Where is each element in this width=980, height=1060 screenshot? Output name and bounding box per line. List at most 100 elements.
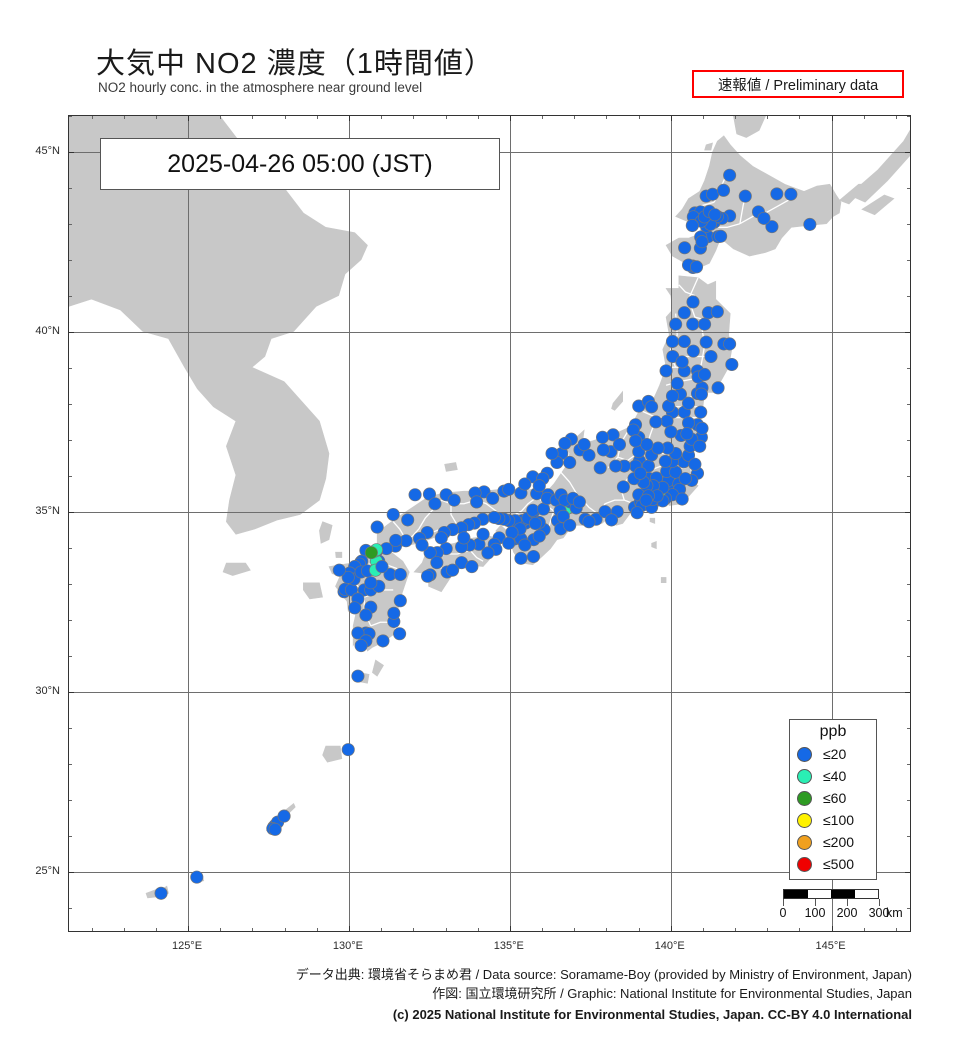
axis-tick [638,116,640,119]
scale-bar-label-200: 200 [836,906,858,920]
legend-rows: ≤20 ≤40 ≤60 ≤100 ≤200 ≤500 [790,743,876,875]
axis-tick [69,835,72,837]
axis-tick [69,296,72,297]
axis-tick [907,116,910,117]
scale-bar-tick-1 [815,899,816,906]
axis-tick [907,835,910,837]
y-axis-label-25: 25°N [35,864,60,877]
legend-swatch-icon [797,768,812,784]
axis-tick [509,116,511,121]
legend-swatch-icon [797,856,812,872]
legend-title: ppb [819,723,847,740]
axis-tick [69,403,72,405]
timestamp-box: 2025-04-26 05:00 (JST) [100,138,500,190]
axis-tick [381,928,383,931]
axis-tick [799,116,801,119]
legend-item-label: ≤500 [823,856,855,872]
axis-tick [252,928,254,931]
axis-tick [413,928,415,931]
axis-tick [907,224,910,225]
gridline-lon-140 [670,116,672,931]
preliminary-data-label: 速報値 / Preliminary data [717,77,879,94]
page-subtitle: NO2 hourly conc. in the atmosphere near … [98,80,423,95]
scale-bar-label-300: 300 [868,906,890,920]
axis-tick [445,928,447,931]
axis-tick [670,926,672,931]
axis-tick [413,116,415,119]
axis-tick [69,619,72,621]
x-axis-label-135: 135°E [493,940,524,952]
x-axis-label-130: 130°E [332,940,363,952]
legend-swatch-icon [797,834,812,850]
legend-swatch-icon [797,746,812,762]
axis-tick [767,928,769,931]
scale-bar-labels: 0 100 200 300 km [779,906,919,920]
axis-tick [477,928,479,931]
axis-tick [907,799,910,801]
axis-tick [220,116,222,119]
axis-tick [69,763,72,765]
axis-tick [735,116,736,119]
legend-item-200[interactable]: ≤200 [790,831,876,853]
axis-tick [907,296,910,297]
axis-tick [606,928,608,931]
axis-tick [895,116,897,119]
x-axis-label-145: 145°E [815,940,846,952]
legend-item-label: ≤100 [823,812,855,828]
axis-tick [69,691,74,693]
map-plot-area[interactable] [68,115,911,932]
scale-bar-unit: km [886,906,903,920]
scale-bar-segment-0 [784,890,808,898]
axis-tick [252,116,254,119]
axis-tick [381,116,383,119]
axis-tick [155,928,157,931]
axis-tick [542,116,543,119]
footer: データ出典: 環境省そらまめ君 / Data source: Soramame-… [0,965,980,1024]
scale-bar-segment-3 [854,890,878,898]
axis-tick [69,547,72,549]
axis-tick [69,727,72,729]
axis-tick [831,926,833,931]
axis-tick [905,152,910,153]
axis-tick [831,116,833,121]
axis-tick [188,926,189,931]
y-axis-label-30: 30°N [35,684,60,697]
legend-item-60[interactable]: ≤60 [790,787,876,809]
axis-tick [638,928,640,931]
legend-item-500[interactable]: ≤500 [790,853,876,875]
scale-bar-tick-2 [847,899,848,906]
axis-tick [69,799,72,801]
timestamp-label: 2025-04-26 05:00 (JST) [167,149,433,178]
axis-tick [907,583,910,585]
axis-tick [542,928,543,931]
axis-tick [348,116,350,121]
legend-panel: ppb ≤20 ≤40 ≤60 ≤100 ≤200 ≤500 [789,719,877,880]
axis-tick [767,116,769,119]
axis-tick [316,928,318,931]
legend-item-20[interactable]: ≤20 [790,743,876,765]
axis-tick [907,439,910,441]
scale-bar: 0 100 200 300 km [779,889,919,920]
x-axis-label-125: 125°E [171,940,203,952]
gridline-lat-25 [69,871,910,873]
legend-item-100[interactable]: ≤100 [790,809,876,831]
axis-tick [69,907,72,909]
scale-bar-segments [783,889,879,899]
scale-bar-ticks [783,899,880,906]
axis-tick [907,763,910,765]
axis-tick [907,619,910,621]
scale-bar-segment-2 [831,890,855,898]
axis-tick [907,547,910,549]
axis-tick [188,116,189,121]
scale-bar-label-0: 0 [779,906,787,920]
axis-tick [905,511,910,513]
legend-item-40[interactable]: ≤40 [790,765,876,787]
gridline-lat-35 [69,511,910,513]
axis-tick [735,928,736,931]
scale-bar-label-100: 100 [804,906,826,920]
gridline-lon-145 [831,116,833,931]
axis-tick [863,928,865,931]
footer-line-graphic: 作図: 国立環境研究所 / Graphic: National Institut… [432,986,912,1001]
axis-tick [316,116,318,119]
axis-tick [155,116,157,119]
